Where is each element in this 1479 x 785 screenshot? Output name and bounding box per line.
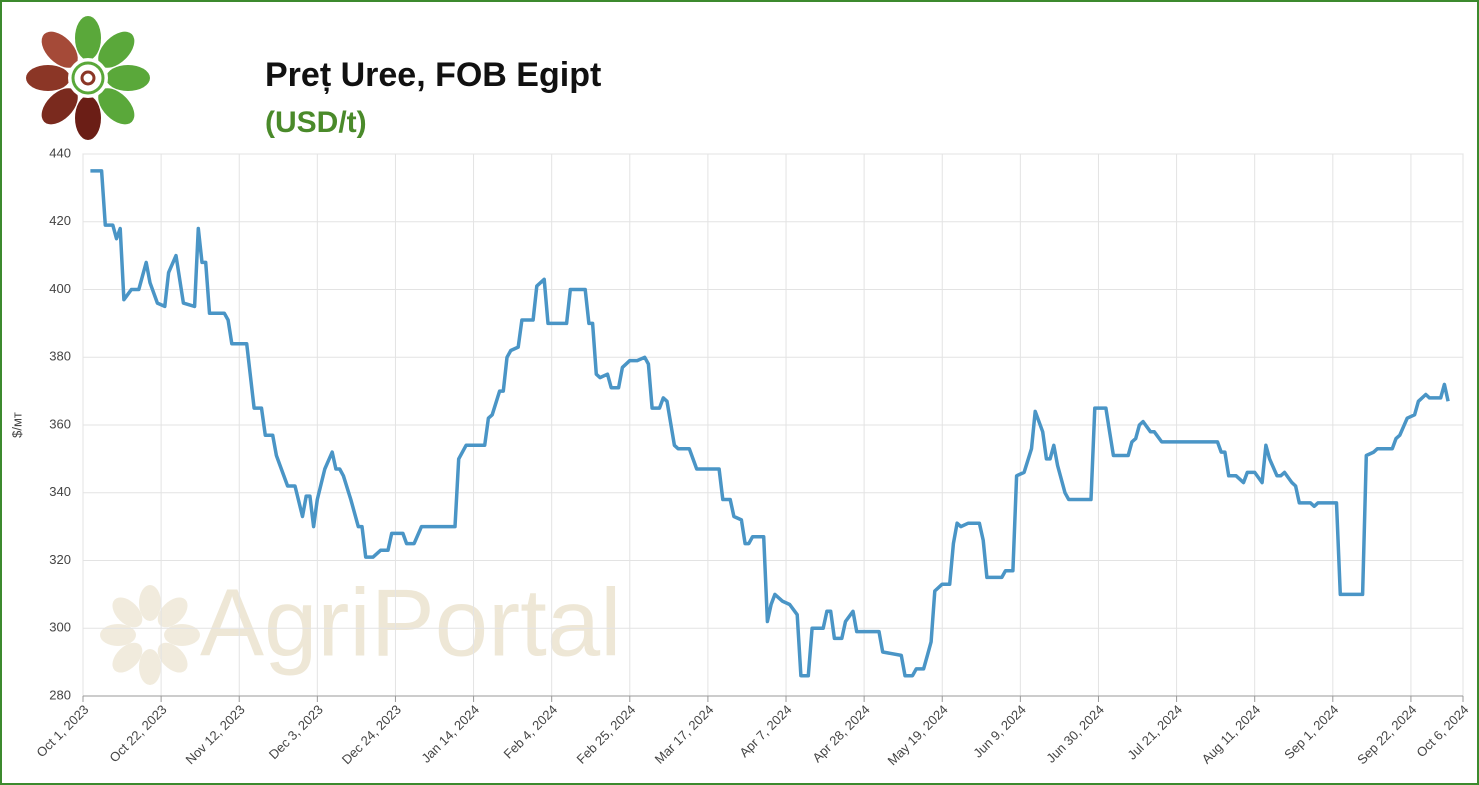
y-tick-label: 340 xyxy=(49,484,71,499)
y-tick-label: 420 xyxy=(49,213,71,228)
y-tick-label: 380 xyxy=(49,349,71,364)
y-tick-label: 400 xyxy=(49,281,71,296)
y-tick-label: 300 xyxy=(49,620,71,635)
y-tick-label: 360 xyxy=(49,416,71,431)
y-tick-label: 320 xyxy=(49,552,71,567)
chart-title: Preț Uree, FOB Egipt xyxy=(265,56,601,94)
data-line xyxy=(90,169,1450,678)
watermark: AgriPortal xyxy=(200,569,622,676)
chart-subtitle: (USD/t) xyxy=(265,106,367,139)
y-axis-label: $/мт xyxy=(9,412,24,438)
watermark-logo xyxy=(100,585,200,685)
y-tick-label: 440 xyxy=(49,145,71,160)
logo xyxy=(26,16,150,140)
y-tick-label: 280 xyxy=(49,687,71,702)
